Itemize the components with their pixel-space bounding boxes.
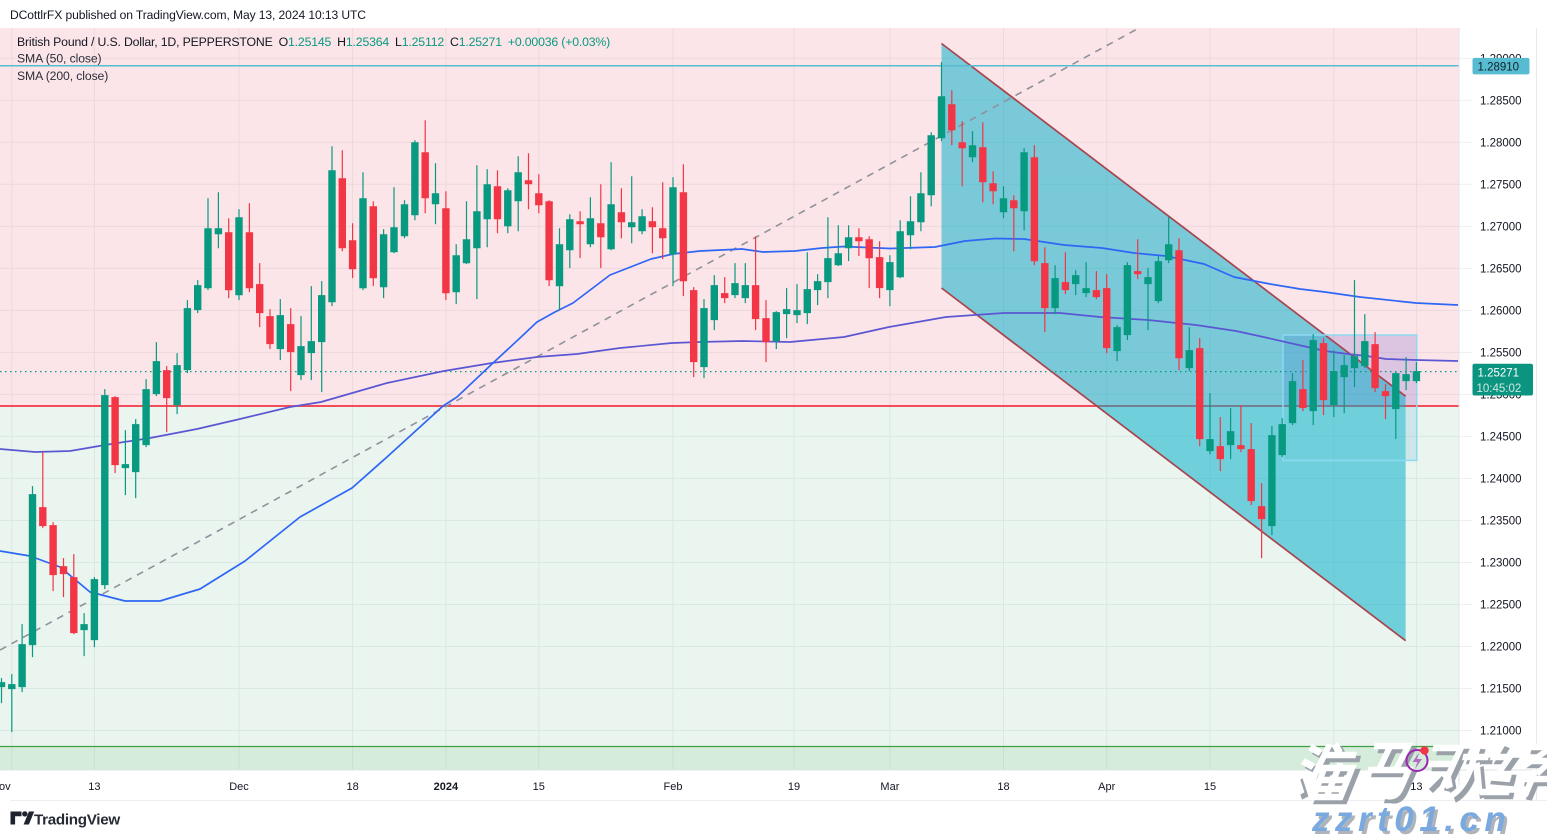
svg-text:1.27000: 1.27000 xyxy=(1480,221,1522,233)
svg-text:zzrt01.cn: zzrt01.cn xyxy=(1314,803,1514,836)
svg-text:1.28500: 1.28500 xyxy=(1480,95,1522,107)
svg-text:1.22500: 1.22500 xyxy=(1480,600,1522,612)
svg-text:zzrt01.cn: zzrt01.cn xyxy=(1311,800,1511,836)
svg-text:Mar: Mar xyxy=(880,781,899,793)
svg-text:1.23500: 1.23500 xyxy=(1480,516,1522,528)
svg-text:ov: ov xyxy=(0,781,11,793)
svg-text:1.24000: 1.24000 xyxy=(1480,473,1522,485)
svg-text:Apr: Apr xyxy=(1098,781,1115,793)
svg-text:SMA (50, close): SMA (50, close) xyxy=(17,52,102,66)
svg-text:1.22000: 1.22000 xyxy=(1480,642,1522,654)
svg-text:British Pound / U.S. Dollar, 1: British Pound / U.S. Dollar, 1D, PEPPERS… xyxy=(17,35,610,49)
svg-text:1.27500: 1.27500 xyxy=(1480,179,1522,191)
svg-text:SMA (200, close): SMA (200, close) xyxy=(17,69,108,83)
svg-text:1.28910: 1.28910 xyxy=(1478,61,1520,73)
svg-text:1.25271: 1.25271 xyxy=(1478,367,1520,379)
svg-text:1.25500: 1.25500 xyxy=(1480,347,1522,359)
svg-text:18: 18 xyxy=(346,781,358,793)
svg-text:1.21000: 1.21000 xyxy=(1480,726,1522,738)
svg-text:10:45:02: 10:45:02 xyxy=(1477,383,1522,395)
svg-text:DCottlrFX published on Trading: DCottlrFX published on TradingView.com, … xyxy=(10,8,366,22)
svg-text:18: 18 xyxy=(997,781,1009,793)
svg-text:1.28000: 1.28000 xyxy=(1480,137,1522,149)
svg-text:1.26000: 1.26000 xyxy=(1480,305,1522,317)
svg-text:1.24500: 1.24500 xyxy=(1480,431,1522,443)
svg-text:2024: 2024 xyxy=(434,781,459,793)
svg-text:Dec: Dec xyxy=(229,781,249,793)
svg-text:TradingView: TradingView xyxy=(34,812,120,829)
svg-text:1.26500: 1.26500 xyxy=(1480,263,1522,275)
svg-text:1.23000: 1.23000 xyxy=(1480,558,1522,570)
svg-text:1.21500: 1.21500 xyxy=(1480,684,1522,696)
svg-text:Feb: Feb xyxy=(664,781,683,793)
svg-text:13: 13 xyxy=(1410,781,1422,793)
svg-text:15: 15 xyxy=(1204,781,1216,793)
svg-text:13: 13 xyxy=(88,781,100,793)
svg-text:15: 15 xyxy=(533,781,545,793)
svg-text:19: 19 xyxy=(788,781,800,793)
